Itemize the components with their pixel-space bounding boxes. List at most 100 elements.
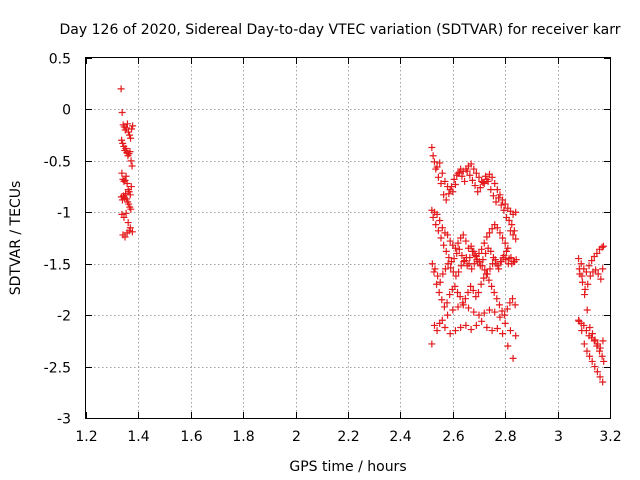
- data-point: [123, 195, 131, 203]
- data-point: [442, 247, 450, 255]
- data-point: [428, 143, 436, 151]
- data-point: [492, 198, 500, 206]
- data-point: [488, 225, 496, 233]
- data-point: [491, 308, 499, 316]
- data-point: [594, 340, 602, 348]
- data-points: [117, 85, 608, 386]
- data-point: [600, 357, 608, 365]
- data-point: [512, 256, 520, 264]
- data-point: [125, 188, 133, 196]
- data-point: [463, 167, 471, 175]
- data-point: [586, 272, 594, 280]
- tick-labels: 1.2 1.4 1.6 1.8 2 2.2 2.4 2.6 2.8 3 3.2 0.5 0 -0.5 -1 -…: [44, 52, 622, 446]
- data-point: [504, 342, 512, 350]
- data-point: [495, 265, 503, 273]
- data-point: [471, 182, 479, 190]
- data-point: [441, 265, 449, 273]
- data-point: [493, 186, 501, 194]
- x-tick-label: 2: [292, 429, 301, 445]
- data-point: [487, 186, 495, 194]
- data-point: [470, 308, 478, 316]
- data-point: [468, 247, 476, 255]
- data-point: [457, 323, 465, 331]
- data-point: [471, 251, 479, 259]
- x-tick-label: 1.8: [232, 429, 254, 445]
- x-tick-label: 3.2: [599, 429, 621, 445]
- data-point: [591, 363, 599, 371]
- data-point: [599, 265, 607, 273]
- data-point: [482, 172, 490, 180]
- y-tick-label: 0.5: [49, 52, 71, 68]
- data-point: [575, 255, 583, 263]
- data-point: [458, 251, 466, 259]
- data-point: [478, 245, 486, 253]
- data-point: [119, 139, 127, 147]
- data-point: [122, 172, 130, 180]
- data-point: [428, 340, 436, 348]
- data-point: [447, 183, 455, 191]
- data-point: [581, 291, 589, 299]
- data-point: [479, 178, 487, 186]
- data-point: [586, 352, 594, 360]
- data-point: [432, 165, 440, 173]
- data-point: [588, 330, 596, 338]
- data-point: [580, 321, 588, 329]
- data-point: [484, 177, 492, 185]
- data-point: [467, 326, 475, 334]
- data-point: [451, 181, 459, 189]
- data-point: [596, 344, 604, 352]
- data-point: [440, 191, 448, 199]
- data-point: [446, 330, 454, 338]
- data-point: [509, 354, 517, 362]
- data-point: [438, 296, 446, 304]
- plot-frame: [85, 57, 611, 419]
- data-point: [465, 304, 473, 312]
- data-point: [583, 306, 591, 314]
- data-point: [493, 325, 501, 333]
- data-point: [483, 323, 491, 331]
- data-point: [478, 262, 486, 270]
- data-point: [578, 327, 586, 335]
- data-point: [126, 191, 134, 199]
- data-point: [467, 282, 475, 290]
- data-point: [577, 260, 585, 268]
- y-tick-label: -3: [57, 412, 71, 428]
- y-tick-label: -1.5: [44, 258, 71, 274]
- data-point: [499, 234, 507, 242]
- data-point: [593, 249, 601, 257]
- data-point: [127, 183, 135, 191]
- data-point: [444, 260, 452, 268]
- data-point: [493, 295, 501, 303]
- data-point: [599, 378, 607, 386]
- x-tick-label: 2.8: [494, 429, 516, 445]
- x-axis-label: GPS time / hours: [289, 459, 406, 475]
- data-point: [458, 172, 466, 180]
- y-tick-label: -2: [57, 309, 71, 325]
- data-point: [429, 213, 437, 221]
- data-point: [495, 194, 503, 202]
- data-point: [442, 196, 450, 204]
- data-point: [436, 217, 444, 225]
- data-point: [512, 235, 520, 243]
- data-point: [596, 347, 604, 355]
- data-point: [125, 200, 133, 208]
- data-point: [434, 173, 442, 181]
- data-point: [430, 321, 438, 329]
- data-point: [455, 268, 463, 276]
- data-point: [575, 265, 583, 273]
- data-point: [436, 159, 444, 167]
- data-point: [446, 291, 454, 299]
- data-point: [462, 254, 470, 262]
- data-point: [580, 340, 588, 348]
- data-point: [469, 286, 477, 294]
- data-point: [126, 148, 134, 156]
- data-point: [499, 196, 507, 204]
- data-point: [447, 264, 455, 272]
- x-tick-label: 3: [554, 429, 563, 445]
- data-point: [430, 158, 438, 166]
- data-point: [474, 188, 482, 196]
- data-point: [454, 303, 462, 311]
- x-tick-label: 2.6: [442, 429, 464, 445]
- data-point: [491, 179, 499, 187]
- data-point: [451, 282, 459, 290]
